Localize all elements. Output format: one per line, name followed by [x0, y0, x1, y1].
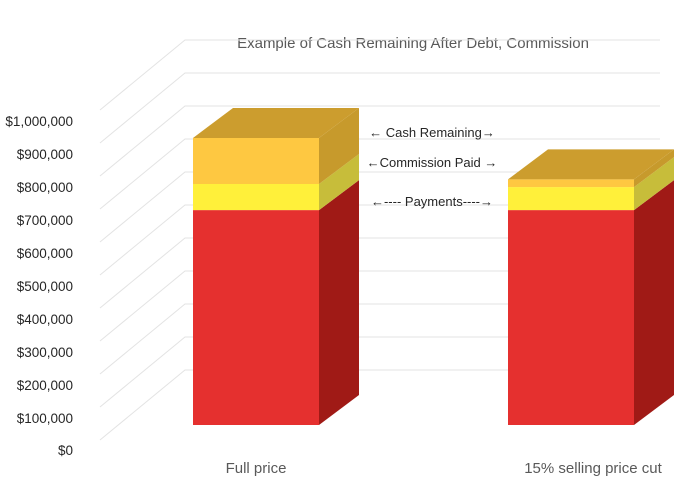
category-labels: Full price 15% selling price cut: [226, 460, 663, 477]
gridline: [99, 237, 660, 309]
bar-segment-side: [319, 180, 359, 425]
bar-segment-front: [193, 210, 319, 425]
bar-segment-front: [508, 179, 634, 188]
gridline: [99, 270, 660, 342]
y-axis-ticks: $0 $100,000 $200,000 $300,000 $400,000 $500,0…: [5, 114, 73, 458]
y-tick-label: $1,000,000: [5, 114, 73, 129]
bar-segment-side: [634, 180, 674, 425]
bar-segment-front: [193, 137, 319, 185]
gridline: [99, 369, 660, 441]
gridlines: [99, 39, 660, 441]
y-tick-label: $500,000: [17, 279, 73, 294]
y-tick-label: $600,000: [17, 246, 73, 261]
chart-title: Example of Cash Remaining After Debt, Co…: [237, 35, 589, 52]
bars: [193, 107, 674, 425]
gridline: [99, 303, 660, 375]
bar-segment-side: [319, 154, 359, 211]
bar-segment-side: [634, 149, 674, 188]
bar-top: [193, 107, 359, 138]
gridline: [99, 105, 660, 177]
gridline: [99, 72, 660, 144]
bar-segment-front: [193, 184, 319, 211]
annotation-label: ← Cash Remaining→: [369, 125, 495, 140]
category-label-full-price: Full price: [226, 460, 287, 477]
y-tick-label: $800,000: [17, 180, 73, 195]
y-tick-label: $0: [58, 443, 73, 458]
bar-segment-front: [508, 210, 634, 425]
bar-segment-front: [508, 187, 634, 211]
gridline: [99, 138, 660, 210]
annotation-label: ←Commission Paid →: [367, 155, 498, 170]
gridline: [99, 204, 660, 276]
y-tick-label: $400,000: [17, 312, 73, 327]
annotations: ← Cash Remaining→ ←Commission Paid → ←----…: [367, 125, 498, 209]
y-tick-label: $200,000: [17, 378, 73, 393]
y-tick-label: $700,000: [17, 213, 73, 228]
y-tick-label: $300,000: [17, 345, 73, 360]
y-tick-label: $100,000: [17, 411, 73, 426]
gridline: [99, 39, 660, 111]
category-label-15-selling-price-cut: 15% selling price cut: [524, 460, 662, 477]
bar-segment-side: [634, 157, 674, 211]
bar-segment-side: [319, 107, 359, 185]
y-tick-label: $900,000: [17, 147, 73, 162]
gridline: [99, 171, 660, 243]
bar-top: [508, 149, 674, 180]
annotation-label: ←---- Payments----→: [371, 194, 493, 209]
gridline: [99, 336, 660, 408]
